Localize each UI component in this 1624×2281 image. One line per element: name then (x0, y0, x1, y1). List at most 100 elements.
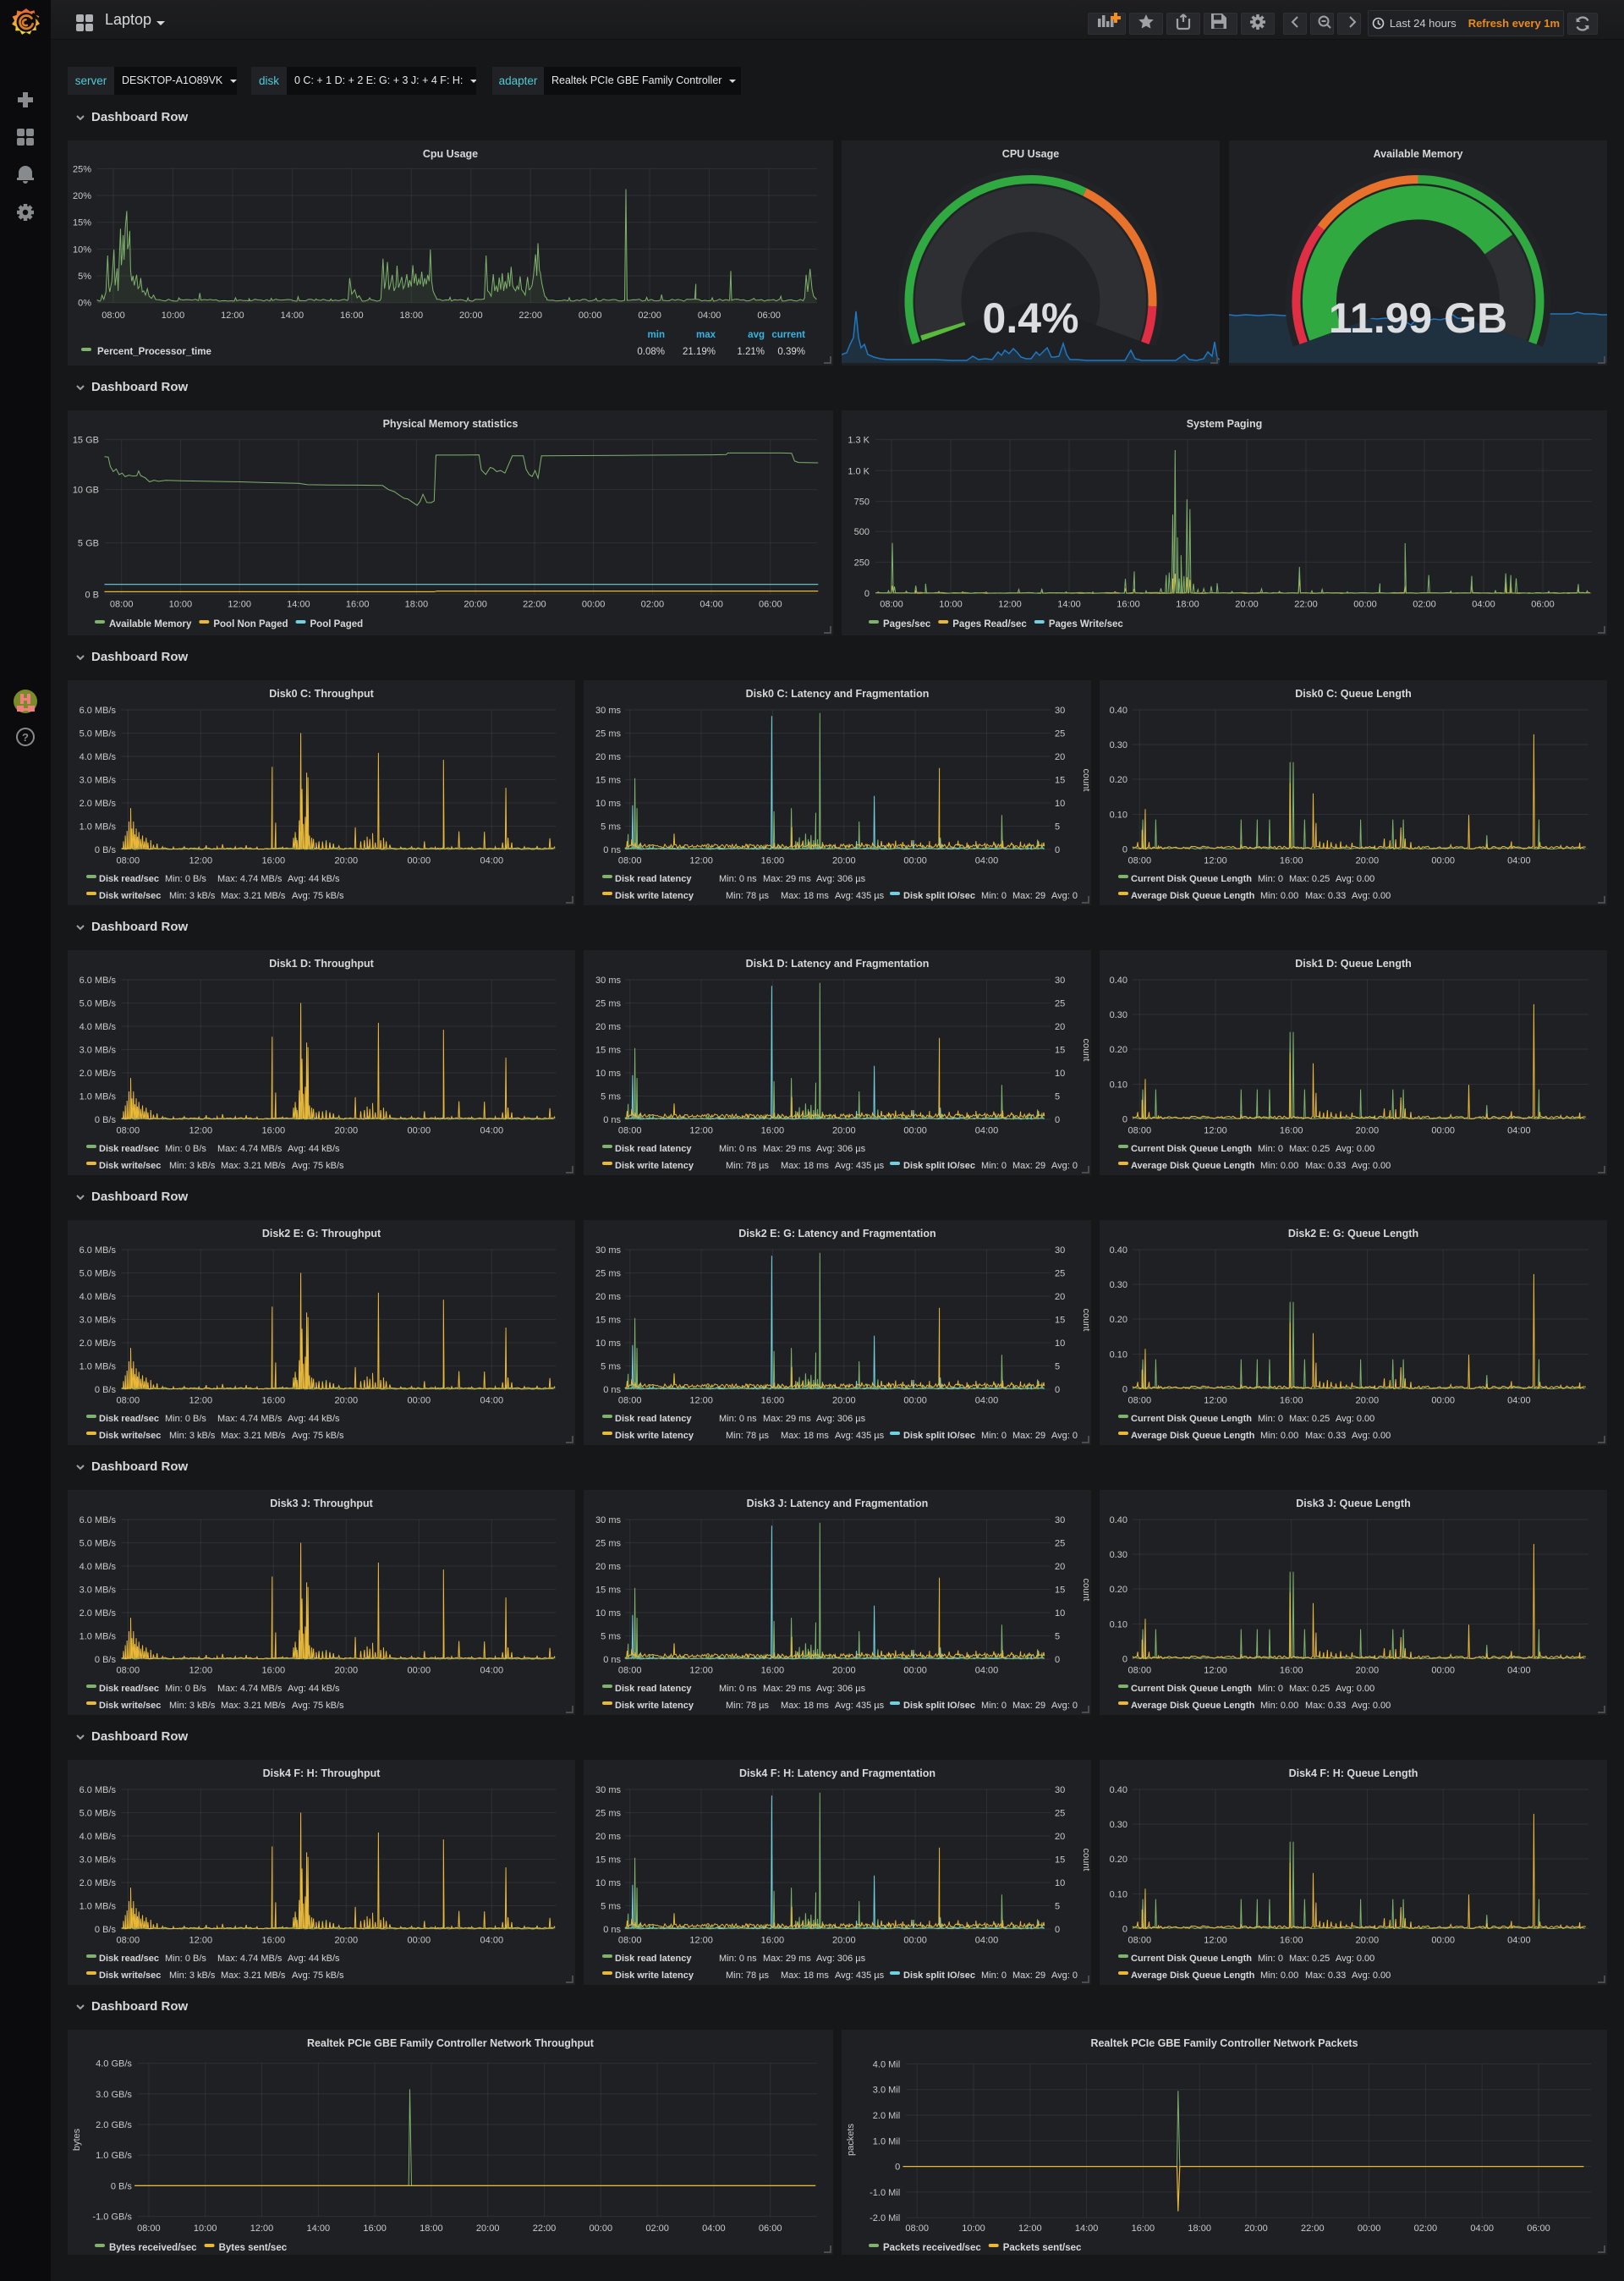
svg-text:18:00: 18:00 (420, 2223, 443, 2234)
svg-text:18:00: 18:00 (1188, 2223, 1211, 2234)
svg-text:18:00: 18:00 (1176, 600, 1199, 610)
svg-text:06:00: 06:00 (759, 600, 782, 610)
svg-text:20:00: 20:00 (1244, 2223, 1268, 2234)
svg-text:11.99 GB: 11.99 GB (1329, 294, 1507, 342)
svg-text:10:00: 10:00 (169, 600, 193, 610)
svg-text:10%: 10% (73, 245, 91, 255)
svg-text:08:00: 08:00 (110, 600, 134, 610)
svg-text:21.19%: 21.19% (683, 347, 716, 357)
svg-text:22:00: 22:00 (523, 600, 546, 610)
svg-text:16:00: 16:00 (346, 600, 370, 610)
svg-text:750: 750 (854, 497, 870, 508)
svg-text:250: 250 (854, 558, 870, 568)
svg-text:00:00: 00:00 (579, 311, 602, 321)
svg-text:00:00: 00:00 (590, 2223, 613, 2234)
svg-text:02:00: 02:00 (1414, 2223, 1438, 2234)
svg-text:04:00: 04:00 (1472, 600, 1495, 610)
svg-text:avg: avg (748, 330, 765, 340)
svg-text:25%: 25% (73, 164, 91, 174)
svg-text:08:00: 08:00 (137, 2223, 161, 2234)
svg-text:2.0 GB/s: 2.0 GB/s (96, 2120, 132, 2130)
svg-text:10 GB: 10 GB (73, 486, 99, 496)
svg-text:1.0 GB/s: 1.0 GB/s (96, 2151, 132, 2161)
svg-text:2.0 Mil: 2.0 Mil (873, 2111, 900, 2121)
svg-text:08:00: 08:00 (102, 311, 125, 321)
svg-text:Packets received/sec: Packets received/sec (883, 2243, 981, 2253)
svg-text:0%: 0% (78, 299, 91, 309)
svg-text:1.0 K: 1.0 K (848, 466, 870, 476)
svg-text:3.0 Mil: 3.0 Mil (873, 2086, 900, 2096)
svg-text:14:00: 14:00 (281, 311, 304, 321)
svg-text:packets: packets (846, 2124, 856, 2156)
svg-text:10:00: 10:00 (162, 311, 185, 321)
svg-text:12:00: 12:00 (1018, 2223, 1042, 2234)
svg-text:18:00: 18:00 (405, 600, 429, 610)
svg-text:Bytes sent/sec: Bytes sent/sec (219, 2243, 288, 2253)
svg-text:-1.0 Mil: -1.0 Mil (870, 2188, 900, 2198)
svg-text:22:00: 22:00 (518, 311, 542, 321)
svg-text:Pool Paged: Pool Paged (310, 619, 364, 629)
svg-text:Percent_Processor_time: Percent_Processor_time (97, 347, 211, 357)
svg-text:16:00: 16:00 (340, 311, 364, 321)
svg-text:Pages Write/sec: Pages Write/sec (1049, 619, 1124, 629)
svg-text:22:00: 22:00 (533, 2223, 557, 2234)
svg-text:12:00: 12:00 (228, 600, 251, 610)
svg-text:06:00: 06:00 (759, 2223, 782, 2234)
svg-text:0 B: 0 B (85, 590, 99, 600)
svg-text:min: min (648, 330, 665, 340)
svg-text:Pages Read/sec: Pages Read/sec (952, 619, 1027, 629)
svg-text:bytes: bytes (72, 2128, 82, 2151)
svg-text:06:00: 06:00 (1527, 2223, 1550, 2234)
svg-text:02:00: 02:00 (641, 600, 665, 610)
svg-text:20:00: 20:00 (476, 2223, 500, 2234)
svg-text:1.21%: 1.21% (737, 347, 765, 357)
svg-text:10:00: 10:00 (194, 2223, 217, 2234)
svg-text:Available Memory: Available Memory (109, 619, 192, 629)
svg-text:00:00: 00:00 (1358, 2223, 1381, 2234)
svg-text:00:00: 00:00 (582, 600, 606, 610)
svg-text:16:00: 16:00 (1116, 600, 1140, 610)
svg-text:12:00: 12:00 (221, 311, 244, 321)
svg-text:15%: 15% (73, 218, 91, 228)
svg-text:16:00: 16:00 (363, 2223, 387, 2234)
svg-text:Pages/sec: Pages/sec (883, 619, 931, 629)
svg-text:-2.0 Mil: -2.0 Mil (870, 2213, 900, 2223)
svg-text:14:00: 14:00 (307, 2223, 331, 2234)
svg-text:20:00: 20:00 (1235, 600, 1259, 610)
svg-text:0.4%: 0.4% (983, 294, 1079, 342)
svg-text:3.0 GB/s: 3.0 GB/s (96, 2090, 132, 2100)
svg-text:max: max (696, 330, 716, 340)
svg-text:04:00: 04:00 (698, 311, 721, 321)
svg-text:0.39%: 0.39% (777, 347, 805, 357)
svg-text:00:00: 00:00 (1353, 600, 1377, 610)
svg-text:20%: 20% (73, 191, 91, 201)
svg-text:08:00: 08:00 (905, 2223, 929, 2234)
svg-text:06:00: 06:00 (1531, 600, 1555, 610)
svg-text:-1.0 GB/s: -1.0 GB/s (92, 2212, 132, 2223)
svg-text:02:00: 02:00 (645, 2223, 669, 2234)
svg-text:12:00: 12:00 (250, 2223, 274, 2234)
svg-text:22:00: 22:00 (1301, 2223, 1325, 2234)
svg-text:1.0 Mil: 1.0 Mil (873, 2136, 900, 2146)
svg-text:02:00: 02:00 (638, 311, 661, 321)
svg-text:0 B/s: 0 B/s (111, 2181, 133, 2191)
svg-text:02:00: 02:00 (1413, 600, 1436, 610)
svg-text:15 GB: 15 GB (73, 436, 99, 446)
svg-text:04:00: 04:00 (702, 2223, 726, 2234)
svg-text:0: 0 (864, 589, 870, 599)
svg-text:16:00: 16:00 (1132, 2223, 1155, 2234)
svg-text:?: ? (22, 731, 29, 744)
svg-text:12:00: 12:00 (998, 600, 1022, 610)
svg-text:current: current (771, 330, 805, 340)
svg-text:Packets sent/sec: Packets sent/sec (1003, 2243, 1082, 2253)
svg-text:22:00: 22:00 (1294, 600, 1318, 610)
svg-text:4.0 GB/s: 4.0 GB/s (96, 2059, 132, 2069)
svg-text:08:00: 08:00 (880, 600, 903, 610)
svg-text:14:00: 14:00 (1075, 2223, 1099, 2234)
svg-text:04:00: 04:00 (1470, 2223, 1494, 2234)
svg-text:0: 0 (895, 2163, 900, 2173)
svg-text:1.3 K: 1.3 K (848, 436, 870, 446)
svg-text:Bytes received/sec: Bytes received/sec (109, 2243, 197, 2253)
svg-text:18:00: 18:00 (400, 311, 424, 321)
svg-text:5%: 5% (78, 272, 91, 282)
